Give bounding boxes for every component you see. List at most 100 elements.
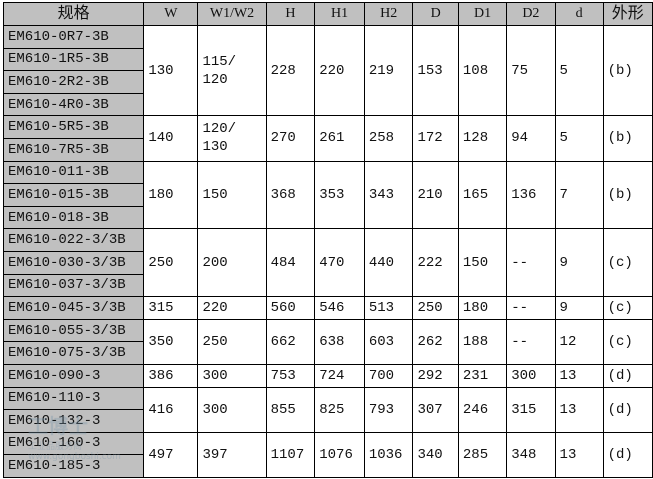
column-header: W1/W2 <box>197 2 267 26</box>
model-cell: EM610-075-3/3B <box>2 341 145 365</box>
value-cell-w: 497 <box>143 431 199 478</box>
value-cell-d2: 348 <box>506 431 556 478</box>
value-cell-h: 560 <box>265 296 316 320</box>
value-cell-h2: 700 <box>363 363 414 388</box>
value-cell-h2: 343 <box>363 160 414 230</box>
value-cell-w1-w2: 115/ 120 <box>197 24 267 117</box>
model-cell: EM610-5R5-3B <box>2 115 145 139</box>
value-cell-外形: (b) <box>602 115 653 162</box>
model-cell: EM610-4R0-3B <box>2 92 145 117</box>
table-row: EM610-185-3 <box>2 454 653 478</box>
value-cell-外形: (d) <box>602 431 653 478</box>
value-cell-h1: 353 <box>314 160 365 230</box>
header-row: 规格 W W1/W2 H H1 H2 D D1 D2 d 外形 <box>2 2 653 26</box>
value-cell-w1-w2: 397 <box>197 431 267 478</box>
model-cell: EM610-160-3 <box>2 431 145 456</box>
value-cell-外形: (d) <box>602 386 653 433</box>
column-header: D1 <box>457 2 508 26</box>
value-cell-d: 5 <box>554 24 604 117</box>
value-cell-h2: 219 <box>363 24 414 117</box>
model-cell: EM610-022-3/3B <box>2 228 145 252</box>
column-header: d <box>554 2 604 26</box>
value-cell-h2: 258 <box>363 115 414 162</box>
model-cell: EM610-037-3/3B <box>2 273 145 298</box>
value-cell-d1: 180 <box>457 296 508 320</box>
value-cell-d: 210 <box>412 160 459 230</box>
value-cell-外形: (d) <box>602 363 653 388</box>
value-cell-w: 416 <box>143 386 199 433</box>
value-cell-w1-w2: 300 <box>197 386 267 433</box>
value-cell-d: 153 <box>412 24 459 117</box>
value-cell-d: 13 <box>554 431 604 478</box>
value-cell-外形: (c) <box>602 296 653 320</box>
table-row: EM610-160-3 497 397 1107 1076 1036 340 285 348 13… <box>2 431 653 478</box>
table-row: EM610-1R5-3B <box>2 47 653 72</box>
table-row: EM610-030-3/3B <box>2 250 653 275</box>
column-header: 外形 <box>602 2 653 26</box>
table-row: EM610-055-3/3B 350 250 662 638 603 262 188 -- 12(… <box>2 318 653 365</box>
value-cell-d1: 165 <box>457 160 508 230</box>
value-cell-h2: 603 <box>363 318 414 365</box>
value-cell-w1-w2: 250 <box>197 318 267 365</box>
value-cell-d: 292 <box>412 363 459 388</box>
value-cell-w: 250 <box>143 228 199 298</box>
value-cell-w: 130 <box>143 24 199 117</box>
column-header: H2 <box>363 2 414 26</box>
value-cell-h1: 546 <box>314 296 365 320</box>
value-cell-d1: 246 <box>457 386 508 433</box>
table-row: EM610-132-3 <box>2 409 653 433</box>
value-cell-w: 140 <box>143 115 199 162</box>
model-cell: EM610-185-3 <box>2 454 145 478</box>
model-cell: EM610-018-3B <box>2 205 145 230</box>
value-cell-h: 855 <box>265 386 316 433</box>
value-cell-h1: 1076 <box>314 431 365 478</box>
value-cell-w: 350 <box>143 318 199 365</box>
value-cell-w1-w2: 150 <box>197 160 267 230</box>
model-cell: EM610-030-3/3B <box>2 250 145 275</box>
table-row: EM610-015-3B <box>2 183 653 207</box>
model-cell: EM610-7R5-3B <box>2 137 145 162</box>
value-cell-w: 180 <box>143 160 199 230</box>
value-cell-h: 662 <box>265 318 316 365</box>
value-cell-h: 228 <box>265 24 316 117</box>
value-cell-外形: (b) <box>602 160 653 230</box>
value-cell-d: 13 <box>554 363 604 388</box>
value-cell-d2: 75 <box>506 24 556 117</box>
table-row: EM610-022-3/3B 250 200 484 470 440 222 150 -- 9 (c… <box>2 228 653 298</box>
column-header: H <box>265 2 316 26</box>
value-cell-h: 484 <box>265 228 316 298</box>
column-header: D <box>412 2 459 26</box>
value-cell-d1: 285 <box>457 431 508 478</box>
table-row: EM610-2R2-3B <box>2 70 653 94</box>
value-cell-d2: -- <box>506 228 556 298</box>
value-cell-w: 386 <box>143 363 199 388</box>
table-row: EM610-5R5-3B 140 120/ 130 270 261 258 172 128 94… <box>2 115 653 162</box>
model-cell: EM610-0R7-3B <box>2 25 145 49</box>
value-cell-d: 340 <box>412 431 459 478</box>
model-cell: EM610-110-3 <box>2 386 145 411</box>
value-cell-h2: 513 <box>363 296 414 320</box>
model-cell: EM610-2R2-3B <box>2 70 145 94</box>
value-cell-h: 753 <box>265 363 316 388</box>
value-cell-d2: 136 <box>506 160 556 230</box>
table-row: EM610-018-3B <box>2 205 653 230</box>
model-cell: EM610-1R5-3B <box>2 47 145 72</box>
value-cell-h: 270 <box>265 115 316 162</box>
column-header: 规格 <box>2 2 145 26</box>
value-cell-h1: 724 <box>314 363 365 388</box>
table-row: EM610-090-3 386 300 753 724 700 292 231 300 13 (d) <box>2 363 653 388</box>
value-cell-d1: 150 <box>457 228 508 298</box>
model-cell: EM610-055-3/3B <box>2 318 145 343</box>
model-cell: EM610-011-3B <box>2 160 145 185</box>
value-cell-d2: 94 <box>506 115 556 162</box>
value-cell-d1: 128 <box>457 115 508 162</box>
value-cell-d2: -- <box>506 318 556 365</box>
value-cell-w1-w2: 220 <box>197 296 267 320</box>
value-cell-d: 250 <box>412 296 459 320</box>
table-row: EM610-011-3B 180 150 368 353 343 210 165 136 7 (b) <box>2 160 653 230</box>
model-cell: EM610-045-3/3B <box>2 296 145 320</box>
column-header: H1 <box>314 2 365 26</box>
value-cell-d: 222 <box>412 228 459 298</box>
value-cell-h1: 261 <box>314 115 365 162</box>
